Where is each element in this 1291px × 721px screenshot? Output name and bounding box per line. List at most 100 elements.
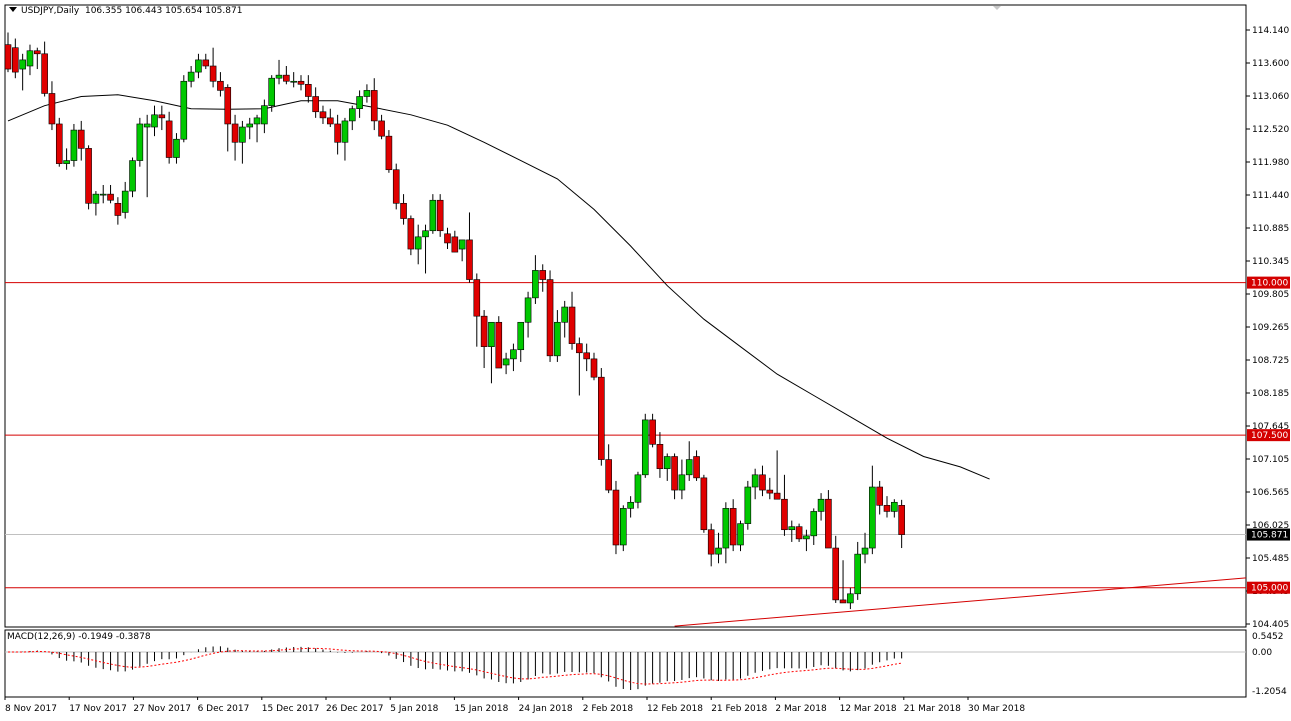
candle-body: [766, 489, 774, 494]
candle-body: [231, 123, 239, 143]
candle-body: [92, 193, 100, 204]
candle-body: [70, 129, 78, 161]
candle-body: [268, 77, 276, 106]
macd-values: -0.1949 -0.3878: [78, 632, 151, 642]
candle-body: [707, 529, 715, 555]
y-tick-label: 109.805: [1252, 290, 1289, 300]
macd-plot-frame: [4, 629, 1247, 698]
candle-body: [385, 135, 393, 171]
candle-body: [576, 343, 583, 354]
candle-body: [370, 90, 378, 122]
candle-body: [202, 59, 210, 67]
candle-body: [136, 123, 144, 161]
candle-body: [246, 123, 254, 128]
candle-body: [173, 138, 180, 158]
candle-body: [649, 419, 656, 445]
candle-body: [400, 202, 407, 219]
candle-body: [795, 526, 803, 540]
y-tick-label: 109.265: [1252, 323, 1289, 333]
candle-body: [817, 498, 825, 512]
candle-body: [876, 486, 883, 506]
candle-body: [19, 59, 26, 70]
candle-body: [869, 486, 876, 549]
x-tick-label: 15 Jan 2018: [454, 704, 508, 714]
candle-body: [209, 65, 217, 82]
candle-body: [253, 117, 261, 125]
candle-body: [532, 270, 539, 299]
x-tick-label: 24 Jan 2018: [519, 704, 573, 714]
x-tick-label: 30 Mar 2018: [968, 704, 1025, 714]
candle-body: [283, 74, 290, 82]
candle-body: [847, 593, 854, 604]
candle-body: [451, 236, 459, 253]
candle-body: [26, 50, 34, 67]
candle-body: [554, 321, 561, 357]
candle-body: [539, 270, 547, 280]
candle-body: [407, 218, 415, 250]
candle-body: [55, 123, 63, 164]
macd-header: MACD(12,26,9) -0.1949 -0.3878: [7, 632, 151, 642]
candle-body: [627, 501, 634, 509]
candle-body: [612, 489, 620, 546]
candle-body: [217, 80, 224, 91]
candle-body: [99, 193, 107, 196]
symbol-label: USDJPY,Daily: [21, 6, 80, 16]
level-label-box: [1247, 429, 1290, 442]
candle-body: [693, 456, 700, 479]
candle-body: [4, 44, 12, 70]
y-tick-label: 112.520: [1252, 125, 1289, 135]
candle-body: [33, 50, 41, 55]
candle-body: [77, 129, 85, 149]
x-tick-label: 12 Mar 2018: [840, 704, 897, 714]
candle-body: [781, 498, 788, 531]
x-tick-label: 5 Jan 2018: [390, 704, 438, 714]
candle-body: [261, 105, 268, 125]
candle-body: [378, 120, 385, 137]
candle-body: [619, 508, 627, 546]
candle-body: [495, 321, 503, 369]
candle-body: [517, 321, 525, 351]
scroll-marker-icon: [993, 6, 1001, 10]
candle-body: [466, 239, 473, 280]
candle-body: [744, 486, 752, 524]
candle-body: [810, 511, 818, 537]
x-tick-label: 12 Feb 2018: [647, 704, 703, 714]
candle-body: [312, 96, 319, 113]
candle-body: [883, 505, 891, 512]
candle-body: [458, 239, 466, 250]
candle-body: [356, 96, 363, 110]
main-plot-frame: [4, 4, 1247, 628]
candle-body: [341, 120, 349, 143]
candle-body: [546, 279, 554, 357]
x-tick-label: 2 Mar 2018: [775, 704, 827, 714]
candle-body: [165, 120, 173, 158]
x-tick-label: 17 Nov 2017: [69, 704, 127, 714]
candle-body: [63, 160, 70, 164]
candle-body: [363, 90, 371, 97]
y-tick-label: 113.600: [1252, 59, 1289, 69]
candle-body: [671, 456, 678, 491]
y-tick-label: 111.980: [1252, 158, 1289, 168]
candle-body: [737, 523, 744, 546]
x-tick-label: 15 Dec 2017: [262, 704, 320, 714]
candle-body: [107, 193, 114, 201]
current-price-label: 105.871: [1251, 531, 1288, 541]
candle-body: [319, 111, 327, 119]
candle-body: [715, 547, 722, 555]
candle-body: [429, 199, 437, 232]
candle-body: [143, 123, 151, 128]
candle-body: [722, 508, 730, 549]
candle-body: [121, 190, 129, 213]
level-label-box: [1247, 581, 1290, 594]
candle-body: [187, 71, 195, 82]
candle-body: [803, 535, 810, 540]
dropdown-triangle-icon[interactable]: [9, 7, 17, 12]
candle-body: [678, 474, 686, 491]
y-tick-label: 113.060: [1252, 92, 1289, 102]
candle-body: [773, 492, 781, 500]
candle-body: [275, 74, 283, 79]
x-tick-label: 8 Nov 2017: [5, 704, 57, 714]
candle-body: [473, 279, 481, 317]
candle-body: [239, 126, 246, 143]
